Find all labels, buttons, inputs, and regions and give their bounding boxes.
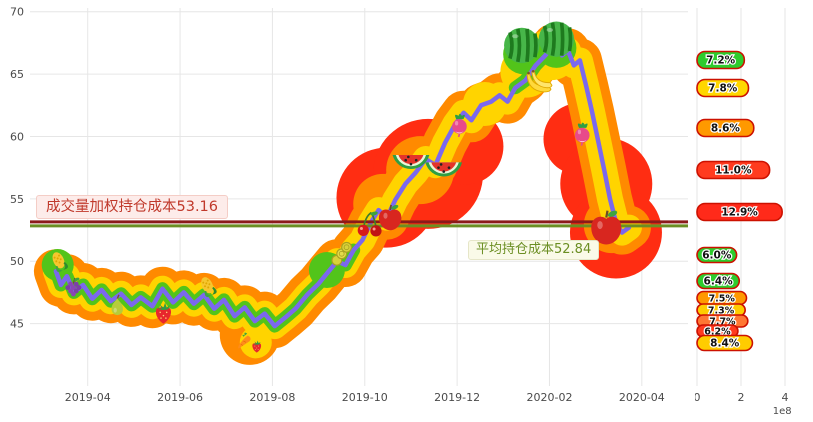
y-tick-label: 50 — [10, 255, 24, 268]
price-chart: 70 65 60 55 50 45 2019-04 2019-06 2019-08 2019-10… — [10, 6, 688, 404]
watermelon-icon — [536, 19, 576, 59]
volume-tick-label: 0 — [695, 391, 701, 404]
volume-bar-label: 8.4% — [710, 338, 740, 350]
volume-axis-labels: 0 2 4 1e8 — [695, 391, 792, 417]
volume-bar-label: 6.0% — [702, 250, 732, 262]
volume-bar — [696, 334, 754, 352]
heat-blob — [239, 326, 272, 359]
y-tick-label: 60 — [10, 130, 24, 143]
x-tick-label: 2020-02 — [526, 391, 572, 404]
watermelon-icon — [502, 25, 542, 65]
volume-bar — [696, 78, 750, 98]
volume-bar-label: 11.0% — [715, 165, 752, 177]
axis-scale-note: 1e8 — [773, 406, 792, 417]
y-tick-label: 55 — [10, 193, 24, 206]
x-tick-label: 2019-06 — [157, 391, 203, 404]
volume-tick-label: 4 — [782, 391, 789, 404]
main-axis-labels: 70 65 60 55 50 45 2019-04 2019-06 2019-08 2019-10… — [10, 6, 665, 404]
volume-tick-label: 2 — [738, 391, 745, 404]
volume-bar — [696, 202, 783, 222]
y-tick-label: 65 — [10, 68, 24, 81]
x-tick-label: 2019-12 — [434, 391, 480, 404]
y-tick-label: 45 — [10, 318, 24, 331]
volume-bar — [696, 272, 741, 290]
volume-bar-label: 7.2% — [706, 55, 736, 67]
volume-profile-chart: 7.2%7.8%8.6%11.0%12.9%6.0%6.4%7.5%7.3%7.… — [695, 8, 792, 417]
x-tick-label: 2020-04 — [619, 391, 665, 404]
x-tick-label: 2019-10 — [342, 391, 388, 404]
volume-bar — [696, 118, 755, 138]
avg-cost-label: 平均持仓成本52.84 — [468, 240, 600, 261]
volume-bar-label: 7.5% — [709, 294, 736, 305]
volume-bar-label: 6.4% — [704, 276, 734, 288]
volume-bar — [696, 160, 771, 180]
reference-lines — [30, 220, 688, 228]
volume-bar — [696, 50, 746, 70]
vwap-cost-label: 成交量加权持仓成本53.16 — [36, 195, 229, 220]
volume-bar — [696, 246, 738, 264]
volume-bar-label: 7.8% — [708, 83, 738, 95]
volume-bars: 7.2%7.8%8.6%11.0%12.9%6.0%6.4%7.5%7.3%7.… — [696, 50, 783, 352]
y-tick-label: 70 — [10, 6, 24, 19]
x-tick-label: 2019-08 — [249, 391, 295, 404]
x-tick-label: 2019-04 — [65, 391, 111, 404]
volume-bar-label: 8.6% — [711, 123, 741, 135]
volume-bar-label: 12.9% — [721, 207, 758, 219]
